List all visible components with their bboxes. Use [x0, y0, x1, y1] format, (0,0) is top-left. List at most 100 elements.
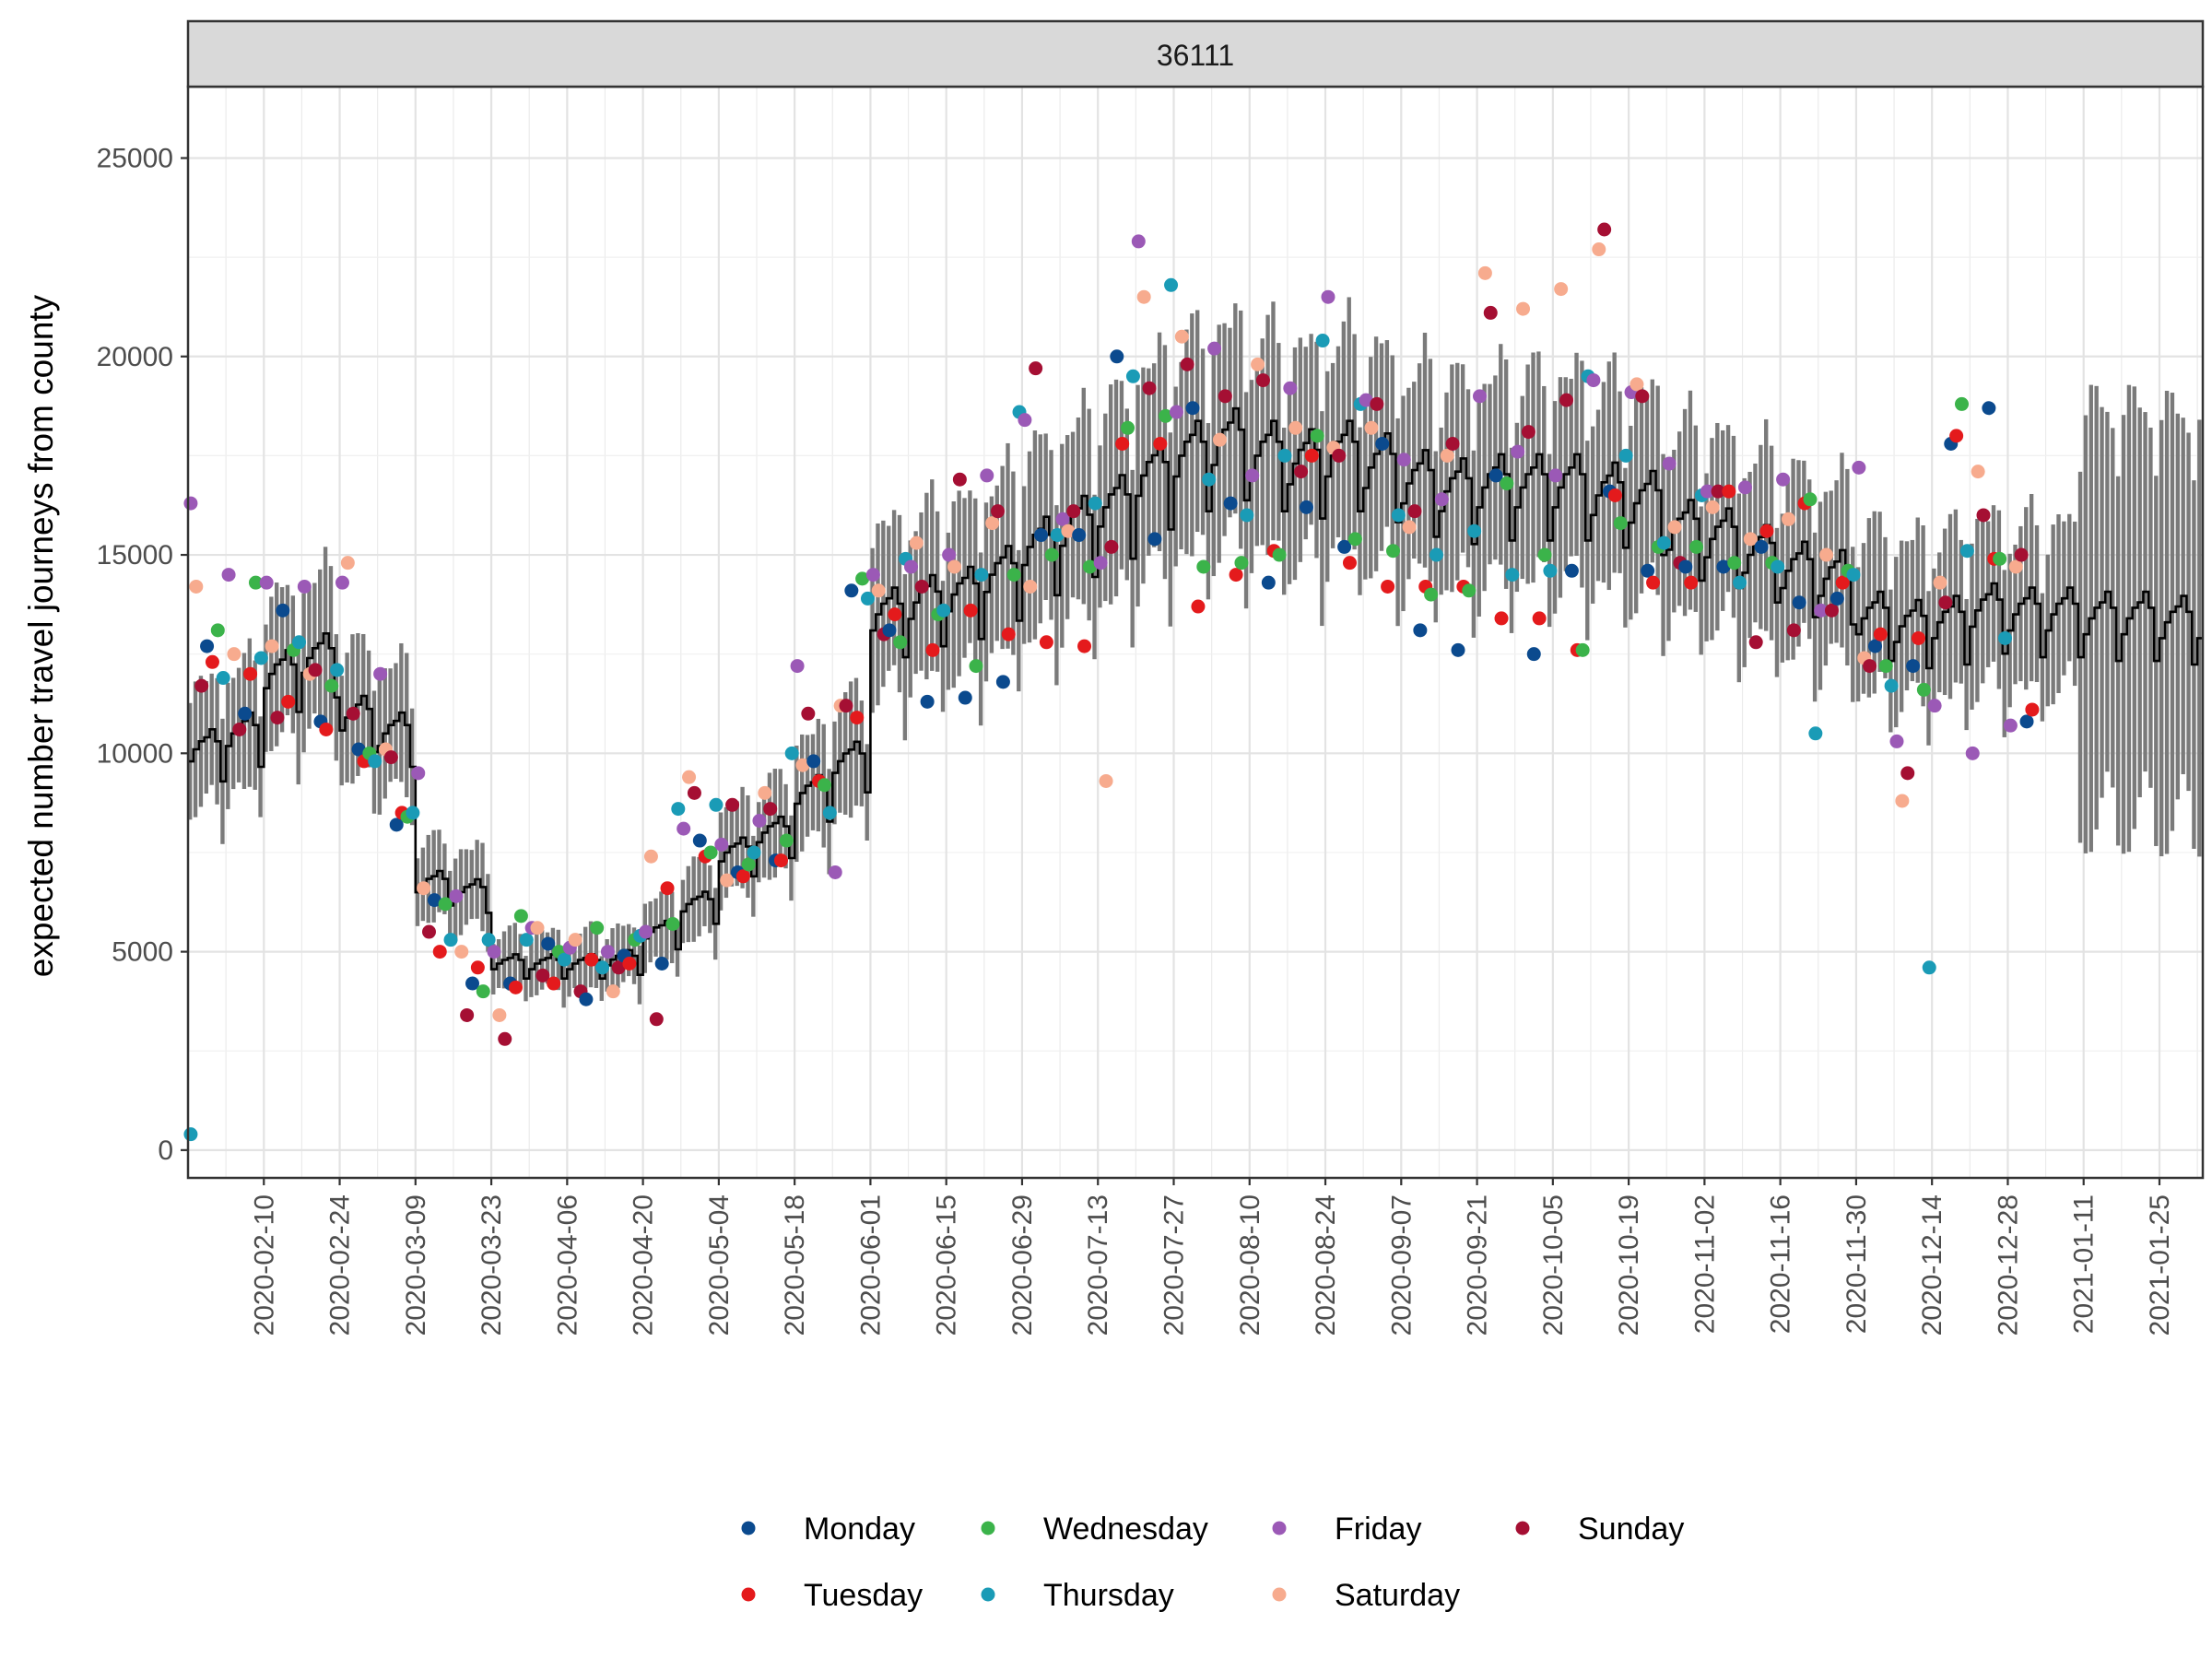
data-point-friday — [487, 945, 501, 959]
data-point-sunday — [1332, 448, 1347, 463]
data-point-monday — [1072, 528, 1087, 543]
x-tick-label: 2020-04-06 — [552, 1194, 582, 1335]
data-point-sunday — [460, 1007, 475, 1022]
data-point-tuesday — [470, 960, 485, 975]
data-point-saturday — [909, 535, 924, 550]
data-point-friday — [1321, 289, 1335, 304]
legend-item-tuesday: Tuesday — [741, 1578, 923, 1613]
data-point-friday — [1586, 373, 1601, 388]
data-point-sunday — [308, 663, 323, 677]
data-point-saturday — [1667, 520, 1682, 535]
data-point-saturday — [1971, 465, 1985, 479]
data-point-thursday — [1543, 563, 1558, 578]
data-point-tuesday — [1494, 611, 1509, 626]
data-point-friday — [600, 945, 615, 959]
x-tick-label: 2020-04-20 — [629, 1194, 659, 1335]
data-point-saturday — [1061, 524, 1076, 538]
data-point-thursday — [557, 952, 571, 967]
data-point-wednesday — [817, 778, 831, 793]
data-point-wednesday — [1955, 396, 1970, 411]
data-points — [183, 222, 2040, 1142]
data-point-tuesday — [509, 980, 524, 994]
data-point-sunday — [1635, 389, 1650, 404]
data-point-friday — [1245, 468, 1260, 483]
data-point-wednesday — [1727, 556, 1742, 571]
x-tick-label: 2020-06-15 — [932, 1194, 962, 1335]
data-point-monday — [654, 957, 669, 971]
data-point-sunday — [1597, 222, 1612, 237]
data-point-tuesday — [281, 694, 296, 709]
data-point-sunday — [346, 706, 360, 721]
x-tick-label: 2021-01-25 — [2145, 1194, 2175, 1335]
data-point-saturday — [417, 881, 431, 896]
legend-item-friday: Friday — [1272, 1512, 1421, 1547]
data-point-sunday — [1711, 484, 1725, 499]
legend-label: Tuesday — [804, 1578, 923, 1613]
data-point-thursday — [1391, 508, 1406, 523]
data-point-saturday — [1933, 575, 1947, 590]
data-point-friday — [449, 888, 464, 903]
data-point-tuesday — [1949, 429, 1964, 443]
data-point-thursday — [291, 635, 306, 650]
data-point-tuesday — [1607, 488, 1622, 502]
data-point-sunday — [270, 711, 285, 725]
data-point-wednesday — [1916, 682, 1931, 697]
data-point-thursday — [183, 1127, 198, 1142]
data-point-sunday — [649, 1012, 664, 1027]
data-point-monday — [1754, 539, 1769, 554]
data-point-wednesday — [513, 909, 528, 924]
data-point-sunday — [1029, 361, 1043, 376]
data-point-friday — [1207, 341, 1222, 356]
data-point-sunday — [1976, 508, 1991, 523]
data-point-sunday — [763, 802, 778, 817]
data-point-monday — [351, 742, 366, 757]
data-point-wednesday — [324, 678, 339, 693]
legend-key — [1272, 1521, 1287, 1535]
data-point-saturday — [189, 579, 204, 594]
data-point-saturday — [1516, 301, 1531, 316]
data-point-friday — [980, 468, 994, 483]
data-point-wednesday — [1347, 532, 1362, 547]
data-point-friday — [1018, 413, 1032, 428]
data-point-friday — [1852, 460, 1866, 475]
data-point-thursday — [1922, 960, 1936, 975]
data-point-sunday — [1786, 623, 1801, 638]
data-point-thursday — [1429, 547, 1443, 562]
data-point-monday — [1110, 349, 1124, 364]
data-point-tuesday — [1001, 627, 1016, 641]
data-point-friday — [1473, 389, 1488, 404]
y-tick-label: 5000 — [112, 937, 173, 968]
data-point-monday — [844, 583, 859, 598]
data-point-thursday — [368, 754, 382, 769]
data-point-monday — [920, 694, 935, 709]
data-point-saturday — [1402, 520, 1417, 535]
data-point-saturday — [492, 1007, 507, 1022]
x-tick-label: 2020-05-18 — [780, 1194, 810, 1335]
data-point-friday — [1814, 603, 1829, 618]
data-point-saturday — [1743, 532, 1758, 547]
data-point-tuesday — [1684, 575, 1699, 590]
data-point-monday — [692, 833, 707, 848]
y-tick-label: 10000 — [97, 738, 173, 769]
data-point-thursday — [1846, 568, 1861, 582]
data-point-sunday — [725, 797, 740, 812]
x-tick-label: 2020-10-19 — [1614, 1194, 1644, 1335]
data-point-tuesday — [1191, 599, 1206, 614]
data-point-thursday — [1618, 448, 1633, 463]
data-point-wednesday — [1121, 420, 1135, 435]
data-point-monday — [238, 706, 253, 721]
data-point-thursday — [1771, 559, 1785, 574]
y-axis: 0 5000 10000 15000 20000 25000 — [97, 143, 188, 1166]
legend-label: Wednesday — [1043, 1512, 1208, 1547]
x-axis: 2020-02-10 2020-02-24 2020-03-09 2020-03-23… — [249, 1178, 2175, 1335]
data-point-thursday — [1050, 528, 1065, 543]
data-point-monday — [1185, 401, 1200, 416]
data-point-thursday — [1164, 277, 1179, 292]
data-point-friday — [1055, 512, 1070, 526]
data-point-monday — [389, 818, 404, 832]
data-point-saturday — [1781, 512, 1795, 526]
data-point-saturday — [1251, 357, 1265, 371]
data-point-friday — [639, 924, 653, 939]
x-tick-label: 2020-11-16 — [1766, 1194, 1796, 1334]
